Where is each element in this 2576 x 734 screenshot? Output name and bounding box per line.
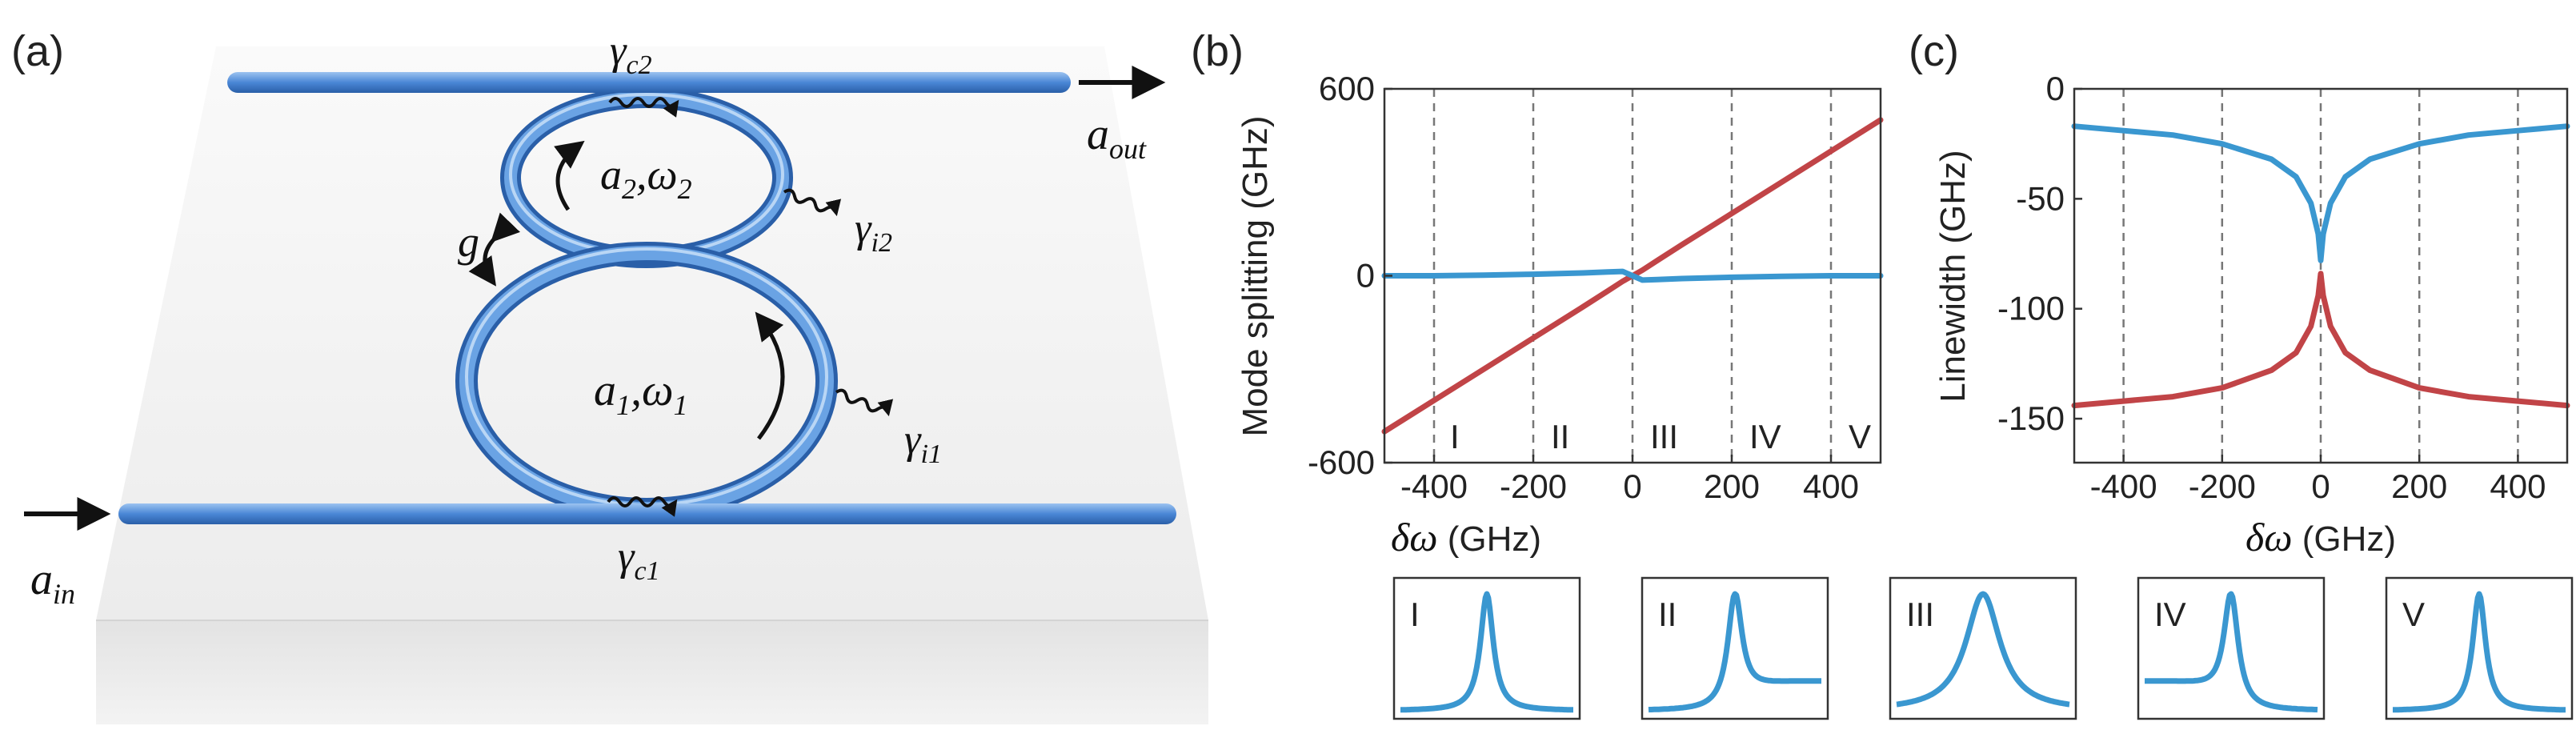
- inset-frame: [1641, 576, 1829, 720]
- decay-arrow-c1: [607, 496, 678, 517]
- transmission-insets: I II III IV V: [1392, 576, 2574, 720]
- coupling-g-label: g: [458, 218, 479, 266]
- chart-c-x-tick-label: 400: [2490, 467, 2546, 505]
- panel-label-b: (b): [1191, 27, 1244, 75]
- chart-c-x-tick-label: 0: [2311, 467, 2330, 505]
- inset-spectrum-line: [1895, 591, 2071, 708]
- gamma-c2-label: γc2: [610, 28, 652, 80]
- mode-2-label: a2,ω2: [600, 150, 692, 205]
- gamma-i2-label: γi2: [855, 206, 892, 258]
- panel-b-mode-splitting-chart: (b) Mode splitting (GHz) δω (GHz) -400 -2…: [1191, 27, 1884, 560]
- chip-front-face: [96, 620, 1208, 724]
- chart-b-x-tick-label: 0: [1623, 467, 1641, 505]
- inset-spectrum-line: [2391, 591, 2567, 713]
- region-label-II: II: [1551, 418, 1569, 455]
- inset-panel-III: III: [1889, 576, 2077, 720]
- waveguide-top: [227, 72, 1071, 93]
- inset-label: IV: [2154, 596, 2186, 633]
- inset-panel-II: II: [1641, 576, 1829, 720]
- panel-label-c: (c): [1909, 27, 1959, 75]
- panel-a: (a) γc2 γi2 γi1 γc1 g aout ai: [11, 27, 1208, 724]
- circulation-arrow-2: [554, 140, 585, 211]
- chart-c-x-tick-label: -400: [2090, 467, 2157, 505]
- chart-b-y-tick-label: 600: [1319, 70, 1375, 107]
- region-label-V: V: [1849, 418, 1871, 455]
- inset-spectrum-line: [1399, 591, 1575, 713]
- inset-panel-V: V: [2385, 576, 2574, 720]
- coupling-arrow: [468, 212, 521, 287]
- chart-b-series-lower: [1381, 268, 1884, 283]
- chart-b-x-tick-label: -200: [1500, 467, 1567, 505]
- a-in-label: ain: [30, 555, 75, 610]
- gamma-c1-label: γc1: [618, 534, 660, 586]
- inset-panel-I: I: [1392, 576, 1581, 720]
- panel-c-linewidth-chart: (c) Linewidth (GHz) δω (GHz) -400 -200 0 20…: [1909, 27, 2570, 560]
- chart-b-x-tick-label: 200: [1704, 467, 1760, 505]
- chart-b-x-tick-label: 400: [1803, 467, 1859, 505]
- chart-c-y-tick-label: 0: [2046, 70, 2065, 107]
- x-axis-label-c: δω (GHz): [2245, 515, 2396, 560]
- mode-1-label: a1,ω1: [594, 366, 688, 421]
- chart-c-x-tick-label: 200: [2391, 467, 2447, 505]
- chart-b-y-tick-label: -600: [1308, 443, 1375, 481]
- decay-arrow-c2: [608, 97, 679, 118]
- chart-c-series-upper: [2071, 123, 2570, 263]
- gamma-i1-label: γi1: [904, 417, 942, 469]
- y-axis-label-c: Linewidth (GHz): [1933, 150, 1973, 402]
- panel-label-a: (a): [11, 27, 64, 75]
- region-label-III: III: [1650, 418, 1678, 455]
- inset-spectrum-line: [2143, 591, 2319, 713]
- y-axis-label-b: Mode splitting (GHz): [1236, 115, 1275, 436]
- chart-c-y-tick-label: -50: [2016, 179, 2065, 217]
- inset-label: III: [1906, 596, 1934, 633]
- region-label-IV: IV: [1749, 418, 1781, 455]
- x-axis-label-b: δω (GHz): [1391, 515, 1541, 560]
- inset-spectrum-line: [1647, 591, 1823, 713]
- circulation-arrow-1: [755, 311, 785, 440]
- chart-c-y-tick-label: -100: [1997, 290, 2065, 327]
- inset-label: I: [1410, 596, 1420, 633]
- inset-label: II: [1658, 596, 1677, 633]
- inset-panel-IV: IV: [2137, 576, 2326, 720]
- inset-label: V: [2402, 596, 2425, 633]
- chip-top-surface: [96, 46, 1208, 620]
- chart-c-y-tick-label: -150: [1997, 399, 2065, 437]
- chart-b-y-tick-label: 0: [1356, 257, 1375, 295]
- inset-frame: [1889, 576, 2077, 720]
- chart-c-series-lower: [2071, 271, 2570, 409]
- chart-b-x-tick-label: -400: [1400, 467, 1468, 505]
- chart-c-x-tick-label: -200: [2189, 467, 2256, 505]
- waveguide-bottom: [118, 503, 1176, 524]
- decay-arrow-i1: [835, 388, 894, 417]
- a-out-label: aout: [1087, 110, 1147, 165]
- decay-arrow-i2: [783, 188, 842, 217]
- region-label-I: I: [1450, 418, 1460, 455]
